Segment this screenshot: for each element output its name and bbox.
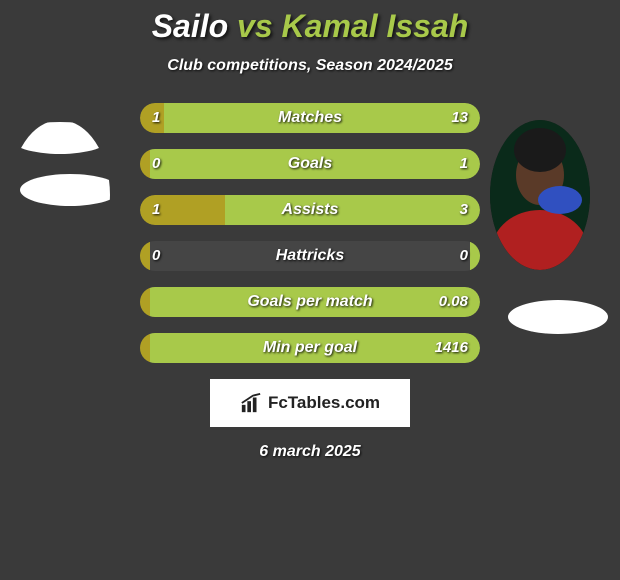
player1-avatar: [10, 120, 110, 270]
date-label: 6 march 2025: [0, 443, 620, 461]
subtitle: Club competitions, Season 2024/2025: [0, 57, 620, 75]
stat-value-left: 0: [152, 241, 160, 271]
stat-value-right: 0: [460, 241, 468, 271]
stat-value-right: 13: [451, 103, 468, 133]
stat-row: Min per goal1416: [140, 333, 480, 363]
stat-value-right: 1416: [435, 333, 468, 363]
page-title: Sailo vs Kamal Issah: [0, 8, 620, 45]
stat-row: Hattricks0 0: [140, 241, 480, 271]
stat-row: Matches1 13: [140, 103, 480, 133]
stat-label: Assists: [140, 195, 480, 225]
stat-bars: Matches113Goals01Assists13Hattricks00Goa…: [140, 103, 480, 363]
player2-avatar: [490, 120, 590, 270]
placeholder-shape: [20, 174, 110, 206]
placeholder-shape: [508, 300, 608, 334]
stat-label: Min per goal: [140, 333, 480, 363]
title-player2: Kamal Issah: [282, 8, 469, 44]
stat-label: Matches: [140, 103, 480, 133]
player-photo-icon: [490, 120, 590, 270]
stat-row: Goals0 1: [140, 149, 480, 179]
title-vs: vs: [237, 8, 273, 44]
comparison-card: Sailo vs Kamal Issah Club competitions, …: [0, 0, 620, 461]
stat-row: Assists1 3: [140, 195, 480, 225]
stat-value-right: 3: [460, 195, 468, 225]
stat-value-right: 0.08: [439, 287, 468, 317]
branding-text: FcTables.com: [268, 393, 380, 413]
chart-icon: [240, 392, 262, 414]
stat-label: Hattricks: [140, 241, 480, 271]
stat-value-right: 1: [460, 149, 468, 179]
stat-value-left: 1: [152, 103, 160, 133]
stat-value-left: 0: [152, 149, 160, 179]
title-player1: Sailo: [152, 8, 228, 44]
stat-label: Goals per match: [140, 287, 480, 317]
branding-badge[interactable]: FcTables.com: [210, 379, 410, 427]
stat-label: Goals: [140, 149, 480, 179]
stat-row: Goals per match0.08: [140, 287, 480, 317]
stat-value-left: 1: [152, 195, 160, 225]
placeholder-shape: [10, 122, 110, 154]
